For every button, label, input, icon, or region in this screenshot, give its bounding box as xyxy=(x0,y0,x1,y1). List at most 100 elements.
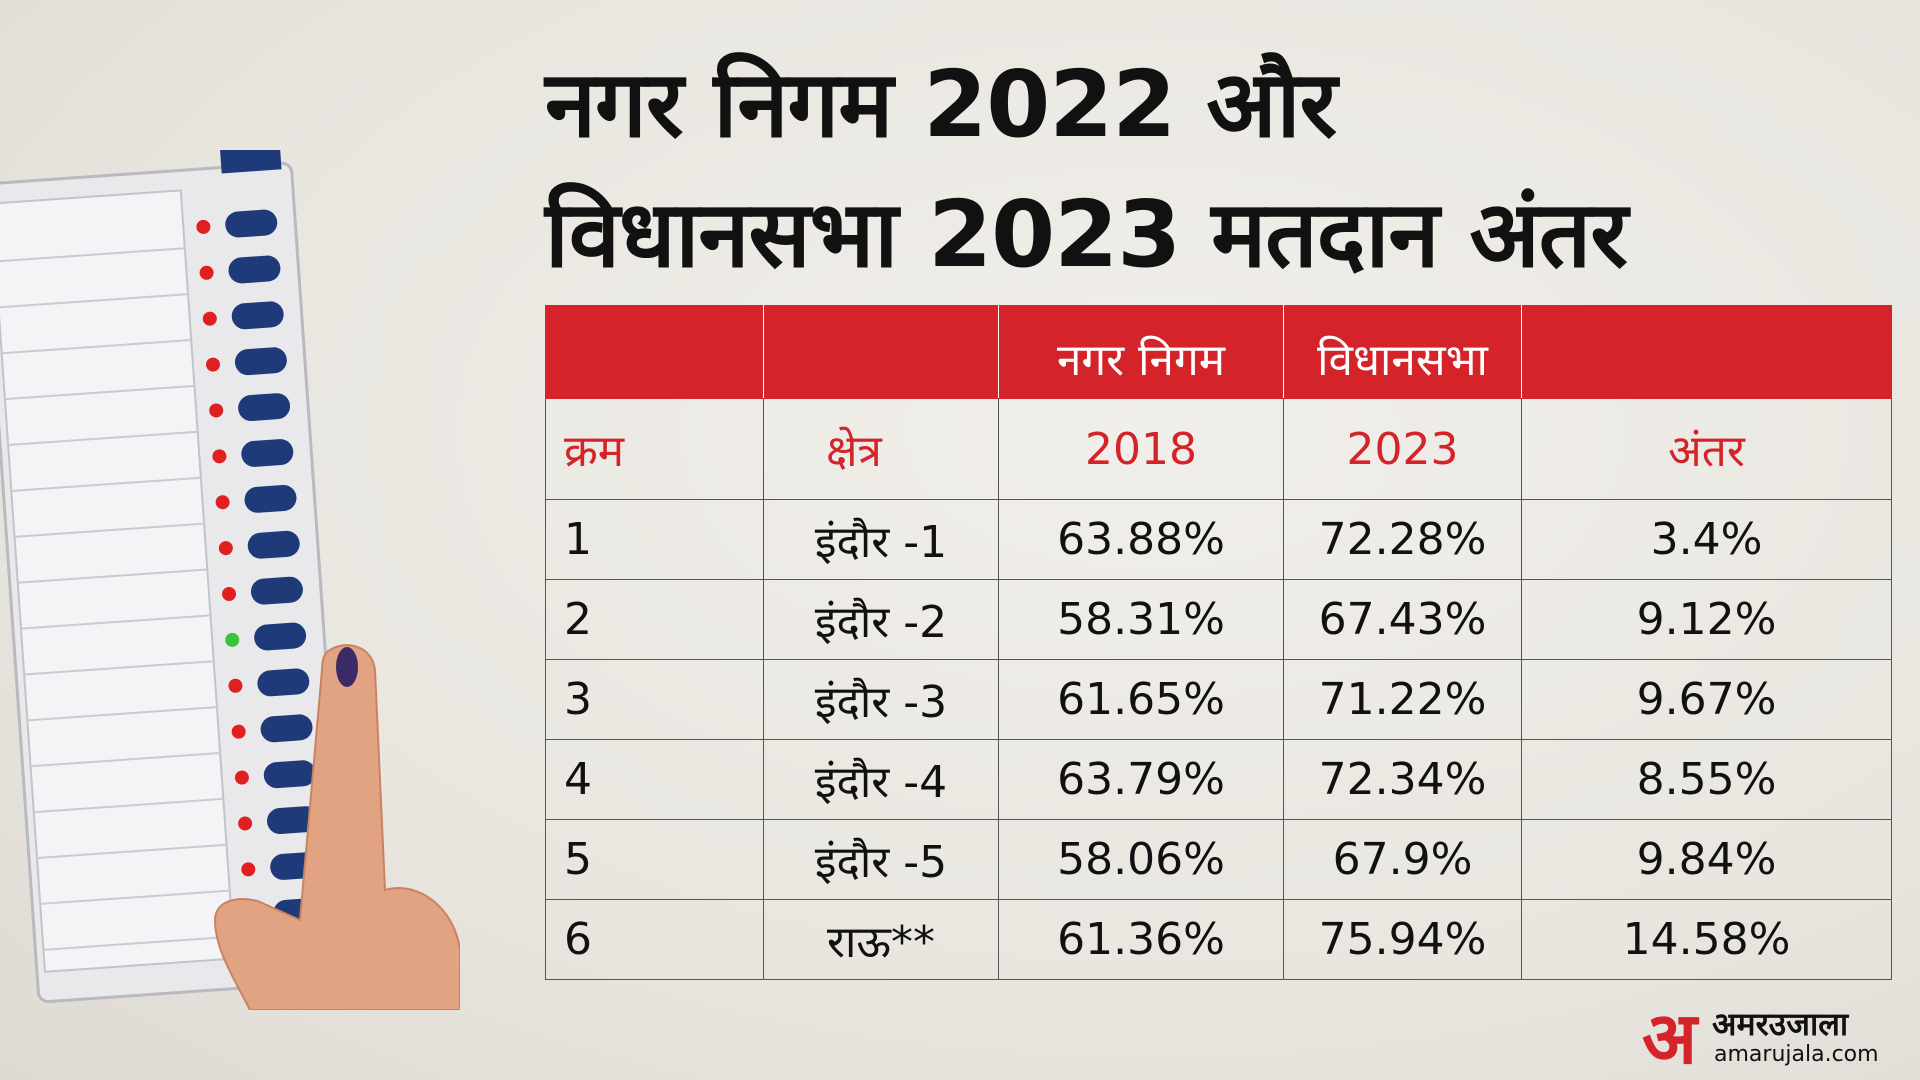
table-row: 3 इंदौर -3 61.65% 71.22% 9.67% xyxy=(545,659,1892,740)
cell-serial: 6 xyxy=(545,899,764,980)
table-row: 4 इंदौर -4 63.79% 72.34% 8.55% xyxy=(545,739,1892,820)
evm-red-lamp xyxy=(199,265,214,280)
evm-vote-button xyxy=(231,301,284,330)
evm-red-lamp xyxy=(238,816,253,831)
title-line-2: विधानसभा 2023 मतदान अंतर xyxy=(545,181,1628,288)
evm-red-lamp xyxy=(215,495,230,510)
cell-difference: 9.67% xyxy=(1521,659,1892,740)
evm-vote-button xyxy=(250,576,303,605)
evm-vote-button xyxy=(257,668,310,697)
cell-2023: 75.94% xyxy=(1283,899,1522,980)
evm-top-tab xyxy=(219,150,282,174)
evm-row-divider xyxy=(43,935,234,951)
cell-area: इंदौर -2 xyxy=(763,579,999,660)
evm-row-divider xyxy=(24,660,214,676)
cell-difference: 9.12% xyxy=(1521,579,1892,660)
evm-red-lamp xyxy=(222,587,237,602)
table-body: नगर निगम विधानसभा क्रम क्षेत्र 2018 2023… xyxy=(545,305,1892,980)
logo-url: amarujala.com xyxy=(1714,1042,1879,1067)
evm-row-divider xyxy=(0,247,185,263)
cell-2023: 72.28% xyxy=(1283,499,1522,580)
cell-2023: 67.9% xyxy=(1283,819,1522,900)
amarujala-logo: अ अमरउजाला amarujala.com xyxy=(1642,1002,1902,1074)
cell-2023: 67.43% xyxy=(1283,579,1522,660)
cell-area: इंदौर -5 xyxy=(763,819,999,900)
cell-difference: 9.84% xyxy=(1521,819,1892,900)
evm-vote-button xyxy=(238,393,291,422)
evm-vote-button xyxy=(267,806,319,835)
evm-row-divider xyxy=(33,797,224,814)
evm-row-divider xyxy=(17,568,208,584)
logo-mark: अ xyxy=(1642,996,1698,1080)
evm-row-divider xyxy=(27,706,217,722)
table-row: 5 इंदौर -5 58.06% 67.9% 9.84% xyxy=(545,819,1892,900)
evm-red-lamp xyxy=(206,357,221,372)
evm-red-lamp xyxy=(202,311,217,326)
cell-2018: 58.31% xyxy=(998,579,1284,660)
evm-row-divider xyxy=(8,430,198,447)
evm-red-lamp xyxy=(228,678,243,693)
cell-difference: 8.55% xyxy=(1521,739,1892,820)
cell-area: राऊ** xyxy=(763,899,999,980)
evm-row-divider xyxy=(30,752,221,768)
table-row: 1 इंदौर -1 63.88% 72.28% 3.4% xyxy=(545,499,1892,580)
cell-2018: 63.88% xyxy=(998,499,1284,580)
cell-difference: 3.4% xyxy=(1521,499,1892,580)
cell-2018: 61.36% xyxy=(998,899,1284,980)
evm-candidate-panel xyxy=(0,189,236,973)
cell-2018: 63.79% xyxy=(998,739,1284,820)
cell-serial: 3 xyxy=(545,659,764,740)
page-title: नगर निगम 2022 और विधानसभा 2023 मतदान अंत… xyxy=(545,40,1895,300)
evm-row-divider xyxy=(36,843,227,860)
evm-red-lamp xyxy=(218,541,233,556)
evm-green-lamp xyxy=(225,632,240,647)
group-header-cell xyxy=(763,305,999,399)
column-header-difference: अंतर xyxy=(1521,398,1892,500)
evm-row-divider xyxy=(11,476,201,492)
evm-red-lamp xyxy=(196,219,211,234)
group-header-vidhansabha: विधानसभा xyxy=(1283,305,1522,399)
cell-2018: 58.06% xyxy=(998,819,1284,900)
evm-illustration xyxy=(0,150,460,1010)
cell-serial: 4 xyxy=(545,739,764,820)
column-header-area: क्षेत्र xyxy=(763,398,999,500)
evm-row-divider xyxy=(4,384,195,401)
logo-name: अमरउजाला xyxy=(1712,1005,1849,1043)
hand-finger xyxy=(213,644,460,1010)
evm-row-divider xyxy=(0,293,189,309)
evm-row-divider xyxy=(20,614,211,630)
evm-red-lamp xyxy=(234,770,249,785)
title-line-1: नगर निगम 2022 और xyxy=(545,51,1337,158)
cell-difference: 14.58% xyxy=(1521,899,1892,980)
evm-red-lamp xyxy=(209,403,224,418)
cell-area: इंदौर -4 xyxy=(763,739,999,820)
evm-vote-button xyxy=(228,255,281,284)
turnout-table: नगर निगम विधानसभा क्रम क्षेत्र 2018 2023… xyxy=(545,305,1892,980)
cell-serial: 1 xyxy=(545,499,764,580)
column-header-2023: 2023 xyxy=(1283,398,1522,500)
group-header-cell xyxy=(545,305,764,399)
table-row: 6 राऊ** 61.36% 75.94% 14.58% xyxy=(545,899,1892,980)
evm-row-divider xyxy=(1,339,192,355)
cell-area: इंदौर -3 xyxy=(763,659,999,740)
evm-vote-button xyxy=(244,484,297,513)
column-header-2018: 2018 xyxy=(998,398,1284,500)
group-header-nagar-nigam: नगर निगम xyxy=(998,305,1284,399)
evm-vote-button xyxy=(260,714,313,743)
evm-red-lamp xyxy=(231,724,246,739)
evm-vote-button xyxy=(234,347,287,376)
cell-serial: 2 xyxy=(545,579,764,660)
group-header-cell xyxy=(1521,305,1892,399)
column-header-row: क्रम क्षेत्र 2018 2023 अंतर xyxy=(545,398,1892,500)
evm-vote-button xyxy=(254,622,307,651)
group-header-row: नगर निगम विधानसभा xyxy=(545,305,1892,399)
evm-vote-button xyxy=(263,760,316,789)
cell-2018: 61.65% xyxy=(998,659,1284,740)
ink-mark xyxy=(336,647,358,687)
table-row: 2 इंदौर -2 58.31% 67.43% 9.12% xyxy=(545,579,1892,660)
evm-red-lamp xyxy=(212,449,227,464)
evm-row-divider xyxy=(14,522,205,538)
cell-2023: 72.34% xyxy=(1283,739,1522,820)
evm-red-lamp xyxy=(241,862,256,877)
evm-row-divider xyxy=(40,889,230,905)
